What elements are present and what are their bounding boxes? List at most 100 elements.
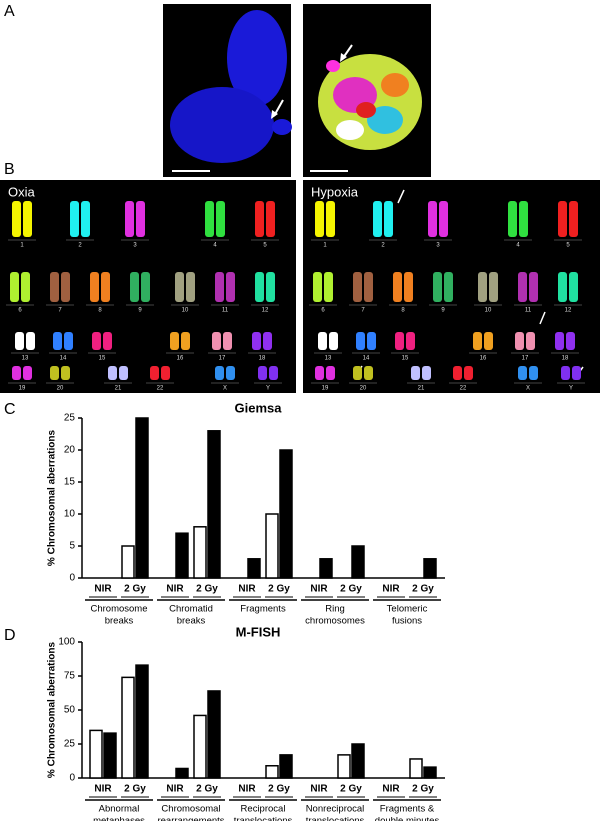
chromosome-label: 19 [19, 386, 26, 392]
x-tick-label: NIR [94, 584, 112, 595]
chromosome [205, 201, 214, 237]
chromosome-label: 14 [60, 356, 67, 362]
x-tick-label: NIR [382, 584, 400, 595]
chromosome [255, 272, 264, 302]
bar [121, 676, 135, 779]
chromosome [326, 366, 335, 380]
chromosome [464, 366, 473, 380]
chromosome [561, 366, 570, 380]
group-label: translocations [306, 816, 365, 821]
chromosome [26, 332, 35, 350]
chromosome [170, 332, 179, 350]
y-tick-label: 15 [64, 477, 76, 488]
chromosome [215, 366, 224, 380]
chromosome [266, 201, 275, 237]
chromosome [428, 201, 437, 237]
bar [337, 754, 351, 779]
chart-title: M-FISH [236, 624, 281, 639]
chromosome-label: 18 [259, 356, 266, 362]
x-tick-label: 2 Gy [340, 784, 362, 795]
charts: Giemsa % Chromosomal aberrations 0 5 10 15 20 2… [47, 400, 445, 821]
chromosome-label: 15 [99, 356, 106, 362]
chromosome [453, 366, 462, 380]
chromosome-label: 17 [219, 356, 226, 362]
bar [247, 558, 261, 579]
group-label: Nonreciprocal [306, 804, 365, 815]
bar [121, 545, 135, 579]
panel-label: D [4, 627, 16, 644]
chromosome [175, 272, 184, 302]
x-tick-label: 2 Gy [412, 584, 434, 595]
chromosome [318, 332, 327, 350]
chromosome [473, 332, 482, 350]
chromosome [70, 201, 79, 237]
bar [279, 449, 293, 579]
y-tick-label: 100 [58, 637, 75, 648]
group-label: Fragments & [380, 804, 435, 815]
chromosome [92, 332, 101, 350]
chromosome-label: 21 [115, 386, 122, 392]
chromosome [12, 366, 21, 380]
x-tick-label: NIR [382, 784, 400, 795]
group-label: chromosomes [305, 616, 365, 627]
panel-label: B [4, 161, 15, 178]
chromosome-label: 1 [323, 243, 327, 249]
y-tick-label: 0 [69, 773, 75, 784]
chromosome [21, 272, 30, 302]
group-label: double minutes [375, 816, 440, 821]
y-tick-label: 10 [64, 509, 76, 520]
chromosome-label: Y [569, 386, 573, 392]
x-tick-label: NIR [310, 584, 328, 595]
chromosome [489, 272, 498, 302]
chromosome-label: 13 [325, 356, 332, 362]
chromosome [364, 272, 373, 302]
bar [193, 714, 207, 779]
chromosome [356, 332, 365, 350]
chromosome-label: X [526, 386, 530, 392]
y-tick-label: 75 [64, 671, 76, 682]
bar [351, 743, 365, 779]
group-label: breaks [177, 616, 206, 627]
chromosome [313, 272, 322, 302]
x-tick-label: NIR [94, 784, 112, 795]
chromosome [161, 366, 170, 380]
chromosome-label: 20 [57, 386, 64, 392]
chromosome [444, 272, 453, 302]
chromosome [529, 366, 538, 380]
bar [351, 545, 365, 579]
chromosome [315, 366, 324, 380]
y-tick-label: 25 [64, 413, 76, 424]
bar [207, 430, 221, 579]
chromosome-label: 8 [98, 308, 102, 314]
y-axis-label: % Chromosomal aberrations [47, 641, 58, 778]
panel-label: C [4, 401, 16, 418]
chromosome-label: 18 [562, 356, 569, 362]
group-label: Fragments [240, 604, 286, 615]
chromosome [315, 201, 324, 237]
panel-label: A [4, 3, 15, 20]
y-axis-label: % Chromosomal aberrations [47, 429, 58, 566]
bar [207, 690, 221, 779]
chromosome [103, 332, 112, 350]
chromosome-label: 11 [525, 308, 532, 314]
bar [89, 729, 103, 779]
karyotype-title: Hypoxia [311, 184, 359, 199]
bar [193, 526, 207, 579]
group-label: rearrangements [157, 816, 224, 821]
chromosome [181, 332, 190, 350]
bar [279, 754, 293, 779]
chromosome-label: 5 [263, 243, 267, 249]
chromosome [526, 332, 535, 350]
group-label: fusions [392, 616, 422, 627]
bar [423, 766, 437, 779]
chromosome-label: 20 [360, 386, 367, 392]
chromosome [353, 272, 362, 302]
chromosome-label: 22 [460, 386, 467, 392]
x-tick-label: 2 Gy [340, 584, 362, 595]
chromosome [101, 272, 110, 302]
chromosome [50, 366, 59, 380]
chromosome-label: 4 [213, 243, 217, 249]
karyotype-title: Oxia [8, 184, 36, 199]
chromosome-label: 5 [566, 243, 570, 249]
